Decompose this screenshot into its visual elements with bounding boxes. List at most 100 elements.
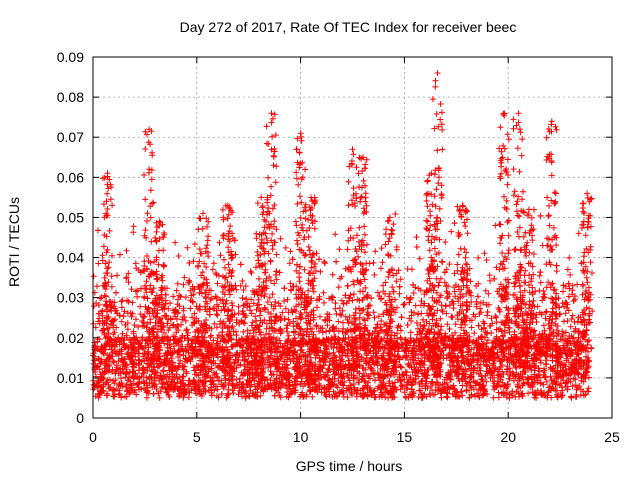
data-point xyxy=(533,311,540,318)
data-point xyxy=(394,304,400,311)
data-point xyxy=(510,377,517,384)
data-point xyxy=(216,239,223,246)
data-point xyxy=(475,254,482,261)
data-point xyxy=(335,318,342,325)
data-point xyxy=(266,294,273,301)
data-point xyxy=(547,373,554,380)
data-point xyxy=(175,253,182,259)
data-point xyxy=(512,313,519,320)
data-point xyxy=(134,293,141,300)
data-point xyxy=(207,333,214,340)
data-point xyxy=(468,292,475,299)
data-point xyxy=(371,314,378,321)
data-point xyxy=(340,319,346,326)
data-point xyxy=(397,276,404,283)
data-point xyxy=(130,223,137,230)
data-point xyxy=(536,368,543,375)
data-point xyxy=(412,302,419,309)
data-point xyxy=(97,295,104,302)
data-point xyxy=(282,305,289,312)
data-point xyxy=(371,271,378,278)
data-point xyxy=(585,388,592,395)
data-point xyxy=(418,310,425,317)
data-point xyxy=(206,311,213,318)
data-point xyxy=(563,355,570,362)
data-point xyxy=(140,314,147,321)
data-point xyxy=(474,293,481,300)
data-point xyxy=(444,293,451,300)
data-point xyxy=(269,291,276,298)
data-point xyxy=(525,390,532,397)
data-point xyxy=(287,280,294,287)
data-point xyxy=(575,230,582,237)
data-point xyxy=(181,274,188,281)
data-point xyxy=(186,278,193,285)
data-point xyxy=(413,319,420,326)
data-point xyxy=(277,303,284,309)
data-point xyxy=(441,279,448,286)
data-point xyxy=(314,304,320,311)
data-point xyxy=(178,321,184,328)
data-point xyxy=(215,332,222,338)
data-point xyxy=(444,321,451,328)
data-point xyxy=(396,283,403,290)
data-point xyxy=(505,250,512,257)
data-point xyxy=(267,377,274,384)
data-point xyxy=(340,325,347,332)
data-point xyxy=(449,332,455,339)
data-point xyxy=(361,231,368,238)
data-point xyxy=(144,210,151,217)
data-point xyxy=(130,229,137,236)
data-point xyxy=(570,375,577,382)
data-point xyxy=(182,355,189,362)
data-point xyxy=(332,231,339,238)
data-point xyxy=(137,303,144,310)
data-point xyxy=(442,303,449,310)
data-point xyxy=(285,332,292,339)
data-point xyxy=(108,273,115,280)
data-point xyxy=(333,310,340,317)
data-point xyxy=(182,294,189,301)
data-point xyxy=(114,272,120,279)
data-point xyxy=(187,305,194,312)
data-point xyxy=(122,383,129,390)
data-point xyxy=(190,291,197,298)
data-point xyxy=(120,313,127,320)
data-point xyxy=(316,256,322,263)
data-point xyxy=(378,245,385,252)
data-point xyxy=(329,271,336,278)
data-point xyxy=(210,260,217,267)
data-point xyxy=(326,327,333,334)
data-point xyxy=(281,298,288,305)
data-point xyxy=(119,297,126,304)
data-point xyxy=(284,328,291,335)
data-point xyxy=(123,247,130,254)
data-point xyxy=(475,322,482,329)
data-point xyxy=(338,273,345,280)
data-point xyxy=(249,319,256,326)
data-point xyxy=(566,254,573,261)
data-point xyxy=(537,380,544,387)
data-point xyxy=(490,394,497,401)
data-point xyxy=(277,235,284,242)
data-point xyxy=(287,248,294,255)
data-point xyxy=(332,305,339,312)
data-point xyxy=(481,250,488,257)
data-point xyxy=(543,308,550,315)
data-point xyxy=(240,287,247,293)
data-point xyxy=(572,376,579,383)
data-point xyxy=(95,355,102,362)
data-point xyxy=(448,228,455,235)
data-point xyxy=(564,304,571,311)
data-point xyxy=(492,222,499,229)
data-point xyxy=(398,336,405,343)
data-point xyxy=(189,314,196,321)
data-point xyxy=(334,384,341,391)
data-point xyxy=(417,302,424,309)
data-point xyxy=(213,311,220,318)
data-point xyxy=(321,299,327,306)
data-point xyxy=(118,318,125,325)
data-point xyxy=(396,290,403,297)
data-point xyxy=(565,359,572,366)
data-point xyxy=(401,301,408,307)
